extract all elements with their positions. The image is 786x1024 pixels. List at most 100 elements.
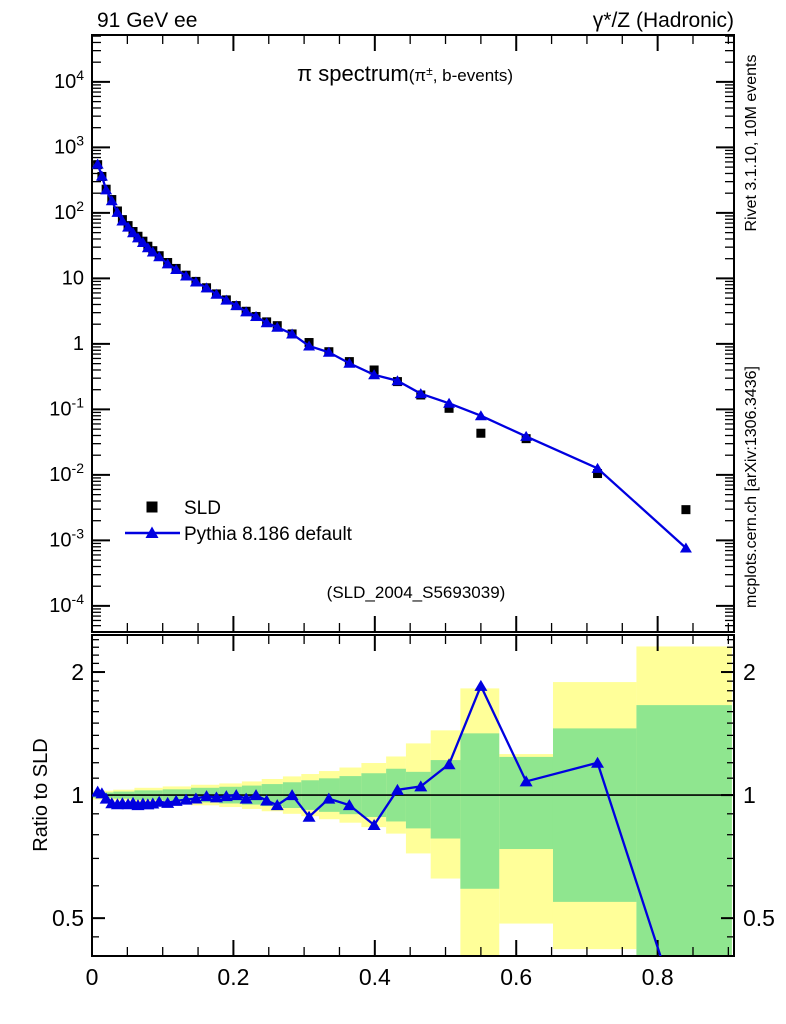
pythia-triangle-marker (414, 388, 427, 399)
ratio-triangle-marker (342, 799, 356, 811)
pythia-triangle-marker (100, 184, 113, 195)
pythia-triangle-marker (368, 369, 381, 380)
pythia-triangle-marker (200, 282, 213, 293)
pythia-triangle-marker (116, 215, 129, 226)
header-beam-label: 91 GeV ee (97, 9, 197, 32)
legend-pythia-marker (145, 526, 159, 538)
pythia-triangle-marker (105, 195, 118, 206)
ratio-triangle-marker (249, 789, 263, 801)
ratio-triangle-marker (179, 793, 193, 805)
pythia-triangle-marker (260, 317, 273, 328)
ratio-triangle-marker (285, 789, 299, 801)
pythia-triangle-marker (220, 294, 233, 305)
ratio-triangle-marker (99, 792, 113, 804)
ratio-triangle-marker (229, 789, 243, 801)
pythia-triangle-marker (443, 397, 456, 408)
ratio-triangle-marker (322, 792, 336, 804)
pythia-triangle-marker (170, 263, 183, 274)
tick-label: 103 (54, 132, 84, 158)
pythia-triangle-marker (180, 270, 193, 281)
tick-label: 10-1 (49, 394, 84, 420)
ratio-triangle-marker (442, 758, 456, 770)
tick-label: 10-2 (49, 460, 84, 486)
ratio-triangle-marker (260, 794, 274, 806)
ratio-triangle-marker (519, 775, 533, 787)
pythia-triangle-marker (95, 170, 108, 181)
tick-label: 10 (62, 267, 84, 289)
pythia-triangle-marker (92, 158, 104, 169)
pythia-triangle-marker (322, 346, 335, 357)
ratio-triangle-marker (414, 780, 428, 792)
pythia-triangle-marker (210, 288, 223, 299)
sld-square-marker (593, 469, 603, 479)
tick-label: 1 (743, 782, 756, 808)
pythia-triangle-marker (303, 340, 316, 351)
legend-pythia-label: Pythia 8.186 default (184, 524, 353, 545)
ratio-triangle-marker (239, 792, 253, 804)
tick-label: 10-3 (49, 525, 84, 551)
pythia-triangle-marker (679, 542, 692, 553)
pythia-triangle-marker (153, 251, 166, 262)
tick-label: 1 (73, 333, 84, 355)
pythia-triangle-marker (189, 276, 202, 287)
ratio-curve (92, 679, 662, 956)
pythia-triangle-marker (122, 221, 135, 232)
plot-title: π spectrum(π±, b-events) (297, 61, 513, 86)
mcplots-arxiv-note: mcplots.cern.ch [arXiv:1306.3436] (743, 366, 760, 608)
ratio-triangle-marker (302, 810, 316, 822)
ratio-triangle-marker (390, 783, 404, 795)
pythia-curve (92, 158, 692, 553)
pythia-triangle-marker (136, 237, 149, 248)
tick-label: 0.8 (642, 964, 674, 990)
tick-label: 2 (743, 659, 756, 685)
ratio-triangle-marker (169, 794, 183, 806)
pythia-triangle-marker (240, 306, 253, 317)
pythia-triangle-marker (520, 430, 533, 441)
sld-square-marker (681, 505, 691, 515)
pythia-triangle-marker (111, 206, 124, 217)
ratio-triangle-marker (209, 791, 223, 803)
tick-label: 104 (54, 67, 84, 93)
pythia-triangle-marker (250, 311, 263, 322)
tick-label: 102 (54, 198, 84, 224)
pythia-triangle-marker (131, 232, 144, 243)
analysis-watermark: (SLD_2004_S5693039) (327, 583, 506, 602)
pythia-line (96, 163, 687, 549)
tick-label: 0.2 (217, 964, 249, 990)
axes-frame (91, 34, 735, 957)
pythia-triangle-marker (146, 246, 159, 257)
legend: SLD Pythia 8.186 default (125, 498, 353, 545)
tick-label: 0.4 (359, 964, 391, 990)
legend-sld-marker (146, 501, 158, 513)
sld-square-marker (476, 428, 486, 438)
pythia-triangle-marker (474, 410, 487, 421)
tick-label: 0.5 (743, 905, 775, 931)
ratio-triangle-marker (200, 790, 214, 802)
tick-label: 10-4 (49, 591, 84, 617)
legend-sld-label: SLD (184, 498, 221, 519)
ratio-triangle-marker (152, 795, 166, 807)
tick-label: 0.5 (52, 905, 84, 931)
pythia-triangle-marker (591, 462, 604, 473)
tick-label: 2 (71, 659, 84, 685)
pythia-triangle-marker (127, 227, 140, 238)
pythia-triangle-marker (161, 258, 174, 269)
sld-square-marker (444, 403, 454, 413)
ratio-triangle-marker (591, 756, 605, 768)
pythia-triangle-marker (391, 375, 404, 386)
ratio-axis-title: Ratio to SLD (30, 738, 52, 851)
ratio-triangle-marker (189, 792, 203, 804)
pythia-triangle-marker (286, 328, 299, 339)
ratio-triangle-marker (367, 818, 381, 830)
pythia-triangle-marker (230, 300, 243, 311)
sld-data-points (93, 160, 691, 515)
tick-label: 0 (86, 964, 99, 990)
tick-label: 0.6 (500, 964, 532, 990)
ratio-triangle-marker (474, 679, 488, 691)
rivet-version-note: Rivet 3.1.10, 10M events (743, 55, 760, 232)
ratio-triangle-marker (270, 799, 284, 811)
